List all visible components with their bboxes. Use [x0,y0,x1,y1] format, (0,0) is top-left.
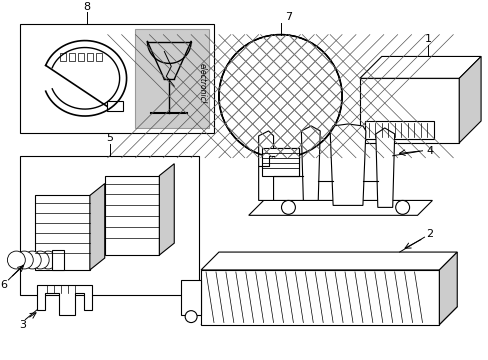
Bar [52,250,64,270]
Circle shape [7,251,25,269]
Circle shape [219,35,342,158]
Polygon shape [329,124,365,206]
Text: electronic!: electronic! [197,63,206,104]
Bar [359,78,458,143]
Bar [20,24,214,133]
Polygon shape [159,164,174,255]
Polygon shape [359,57,480,78]
Polygon shape [458,57,480,143]
Circle shape [39,251,57,269]
Bar [35,195,90,270]
Bar [134,29,208,128]
Bar [261,148,299,176]
Bar [104,176,159,255]
Bar [201,270,439,325]
Text: 4: 4 [426,146,433,156]
Polygon shape [375,128,394,207]
Text: 5: 5 [106,133,113,143]
Circle shape [15,251,33,269]
Bar [78,54,84,62]
Text: 3: 3 [19,320,26,329]
Bar [181,280,201,315]
Bar [20,156,199,295]
Bar [261,148,299,176]
Polygon shape [90,184,104,270]
Text: 1: 1 [424,33,431,44]
Polygon shape [37,285,92,315]
Text: 8: 8 [83,2,90,12]
Circle shape [23,251,41,269]
Circle shape [281,201,295,214]
Circle shape [185,311,197,323]
Polygon shape [258,131,273,201]
Bar [69,54,75,62]
Polygon shape [439,252,456,325]
Circle shape [395,201,409,214]
Bar [87,54,93,62]
Bar [106,101,122,111]
Circle shape [31,251,49,269]
Polygon shape [301,126,320,201]
Bar [364,121,433,139]
Text: 6: 6 [0,280,7,290]
Polygon shape [201,307,456,325]
Polygon shape [201,252,456,270]
Text: 7: 7 [285,12,291,22]
Bar [60,54,66,62]
Text: 2: 2 [425,229,432,239]
Bar [96,54,102,62]
Polygon shape [248,201,431,215]
